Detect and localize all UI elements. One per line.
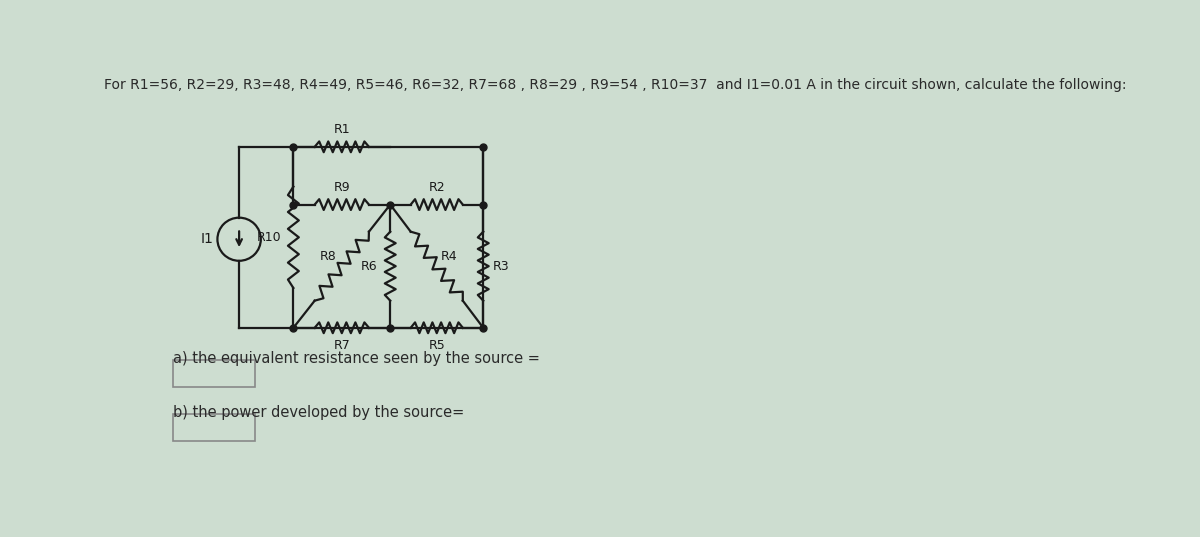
Text: I1: I1 [200,232,214,246]
Text: b) the power developed by the source=: b) the power developed by the source= [173,405,464,420]
Bar [173,414,254,441]
Text: R8: R8 [319,250,336,264]
Text: R9: R9 [334,181,350,194]
Text: R5: R5 [428,338,445,352]
Text: For R1=56, R2=29, R3=48, R4=49, R5=46, R6=32, R7=68 , R8=29 , R9=54 , R10=37  an: For R1=56, R2=29, R3=48, R4=49, R5=46, R… [103,77,1127,91]
Text: R6: R6 [361,260,378,273]
Text: R2: R2 [428,181,445,194]
Text: R4: R4 [440,250,457,264]
Text: R7: R7 [334,338,350,352]
Text: R10: R10 [257,231,281,244]
Text: R3: R3 [492,260,509,273]
Text: R1: R1 [334,123,350,136]
Text: a) the equivalent resistance seen by the source =: a) the equivalent resistance seen by the… [173,351,540,366]
Bar [173,360,254,387]
